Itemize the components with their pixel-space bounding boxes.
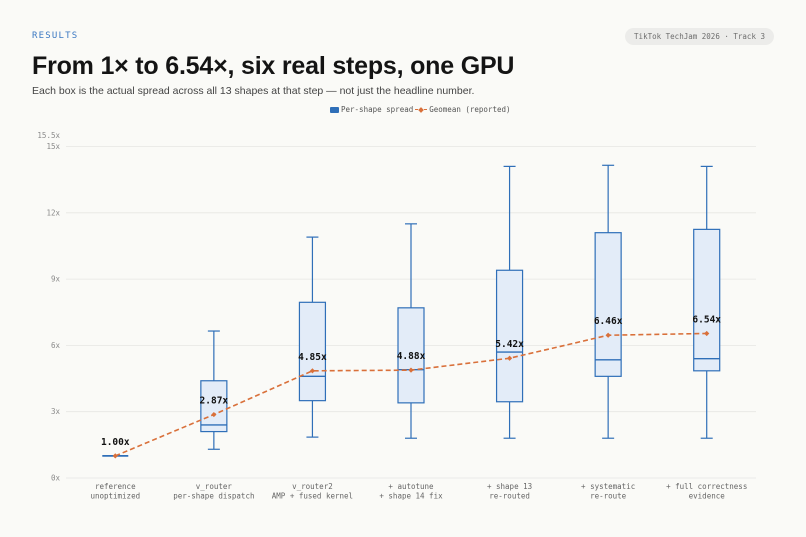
geomean-marker [211, 411, 217, 418]
x-category-label: v_router [196, 482, 233, 491]
x-category-label: reference [95, 482, 136, 491]
geomean-value-label: 6.46x [594, 316, 623, 327]
legend-line-swatch [415, 107, 428, 113]
geomean-value-label: 4.88x [397, 351, 426, 362]
event-badge: TikTok TechJam 2026 · Track 3 [625, 28, 774, 45]
geomean-value-label: 4.85x [298, 352, 327, 363]
y-tick-label: 15.5x [37, 131, 60, 140]
x-category-label: + full correctness [666, 482, 747, 491]
x-category-label: re-route [590, 492, 627, 501]
geomean-marker [605, 332, 611, 338]
geomean-marker [309, 368, 316, 374]
x-category-label: + shape 14 fix [379, 492, 443, 501]
page-title: From 1× to 6.54×, six real steps, one GP… [32, 52, 515, 80]
y-tick-label: 0x [51, 474, 61, 483]
x-category-label: unoptimized [90, 492, 140, 501]
legend-line-label: Geomean (reported) [429, 105, 511, 114]
y-tick-label: 6x [51, 341, 61, 350]
geomean-marker [506, 355, 513, 361]
legend-box-label: Per-shape spread [341, 105, 414, 114]
x-category-label: + systematic [581, 482, 635, 491]
geomean-value-label: 6.54x [692, 314, 721, 325]
iqr-box [495, 269, 524, 403]
iqr-box [594, 232, 622, 377]
iqr-box [693, 228, 721, 372]
iqr-box [200, 380, 228, 433]
geomean-marker [704, 330, 710, 337]
legend-box-swatch [330, 106, 339, 113]
x-category-label: re-routed [489, 492, 530, 501]
iqr-box [298, 301, 327, 402]
geomean-value-label: 1.00x [101, 437, 130, 448]
section-tag: RESULTS [32, 31, 79, 41]
page-subtitle: Each box is the actual spread across all… [32, 85, 475, 97]
x-category-label: AMP + fused kernel [272, 492, 353, 501]
y-tick-label: 12x [46, 208, 60, 217]
y-tick-label: 3x [51, 407, 61, 416]
x-category-label: + shape 13 [487, 482, 532, 491]
x-category-label: v_router2 [292, 482, 333, 491]
geomean-marker [408, 367, 414, 373]
geomean-value-label: 5.42x [495, 339, 524, 350]
iqr-box [397, 307, 425, 404]
y-tick-label: 15x [46, 142, 60, 151]
x-category-label: evidence [689, 492, 726, 501]
x-category-label: + autotune [388, 482, 434, 491]
x-category-label: per-shape dispatch [173, 492, 254, 501]
geomean-marker [112, 453, 118, 459]
chart-legend: Per-shape spread Geomean (reported) [330, 105, 511, 114]
y-tick-label: 9x [51, 275, 61, 284]
geomean-value-label: 2.87x [200, 396, 229, 407]
